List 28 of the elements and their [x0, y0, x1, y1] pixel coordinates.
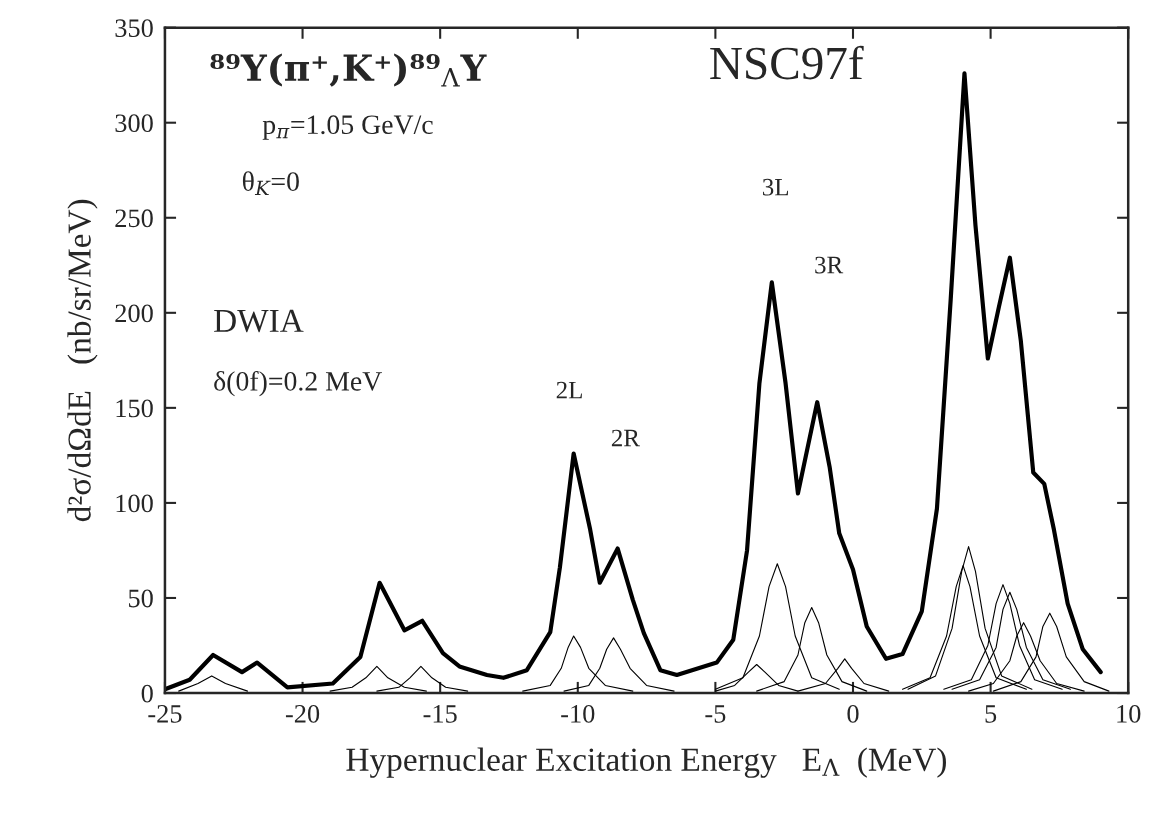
y-tick-label: 150 [116, 399, 153, 418]
x-tick-label: 10 [1117, 704, 1141, 723]
x-tick-label: -20 [285, 704, 320, 723]
y-tick-label: 300 [115, 114, 153, 133]
annotation: δ(0f)=0.2 MeV [214, 370, 382, 397]
y-tick-label: 100 [116, 494, 153, 513]
y-axis-title: d²σ/dΩdE (nb/sr/MeV) [67, 199, 98, 522]
annotation: θ$_{K}$=0 [242, 171, 299, 195]
x-tick-label: -15 [423, 705, 457, 723]
x-tick-label: -5 [705, 705, 726, 723]
x-tick-label: 5 [985, 705, 997, 723]
x-axis-title: Hypernuclear Excitation Energy E$_{Λ}$ (MeV) [346, 747, 946, 778]
x-tick-label: -25 [148, 704, 182, 723]
x-tick-label: 0 [847, 704, 859, 723]
annotation: DWIA [214, 309, 304, 333]
y-tick-label: 50 [128, 589, 153, 608]
annotation: ⁸⁹Y(π⁺,K⁺)⁸⁹$_{Λ}$Y [210, 53, 487, 87]
annotation: 3R [815, 256, 844, 274]
annotation: 2L [556, 381, 582, 399]
y-tick-label: 200 [115, 304, 153, 323]
y-tick-label: 350 [115, 19, 153, 38]
annotation: 3L [762, 178, 789, 196]
annotation: 2R [611, 429, 640, 447]
y-tick-label: 0 [141, 684, 153, 703]
annotation: p$_{π}$=1.05 GeV/c [262, 115, 433, 140]
y-tick-label: 250 [115, 209, 153, 228]
annotation: NSC97f [710, 45, 864, 80]
x-tick-label: -10 [561, 704, 595, 723]
